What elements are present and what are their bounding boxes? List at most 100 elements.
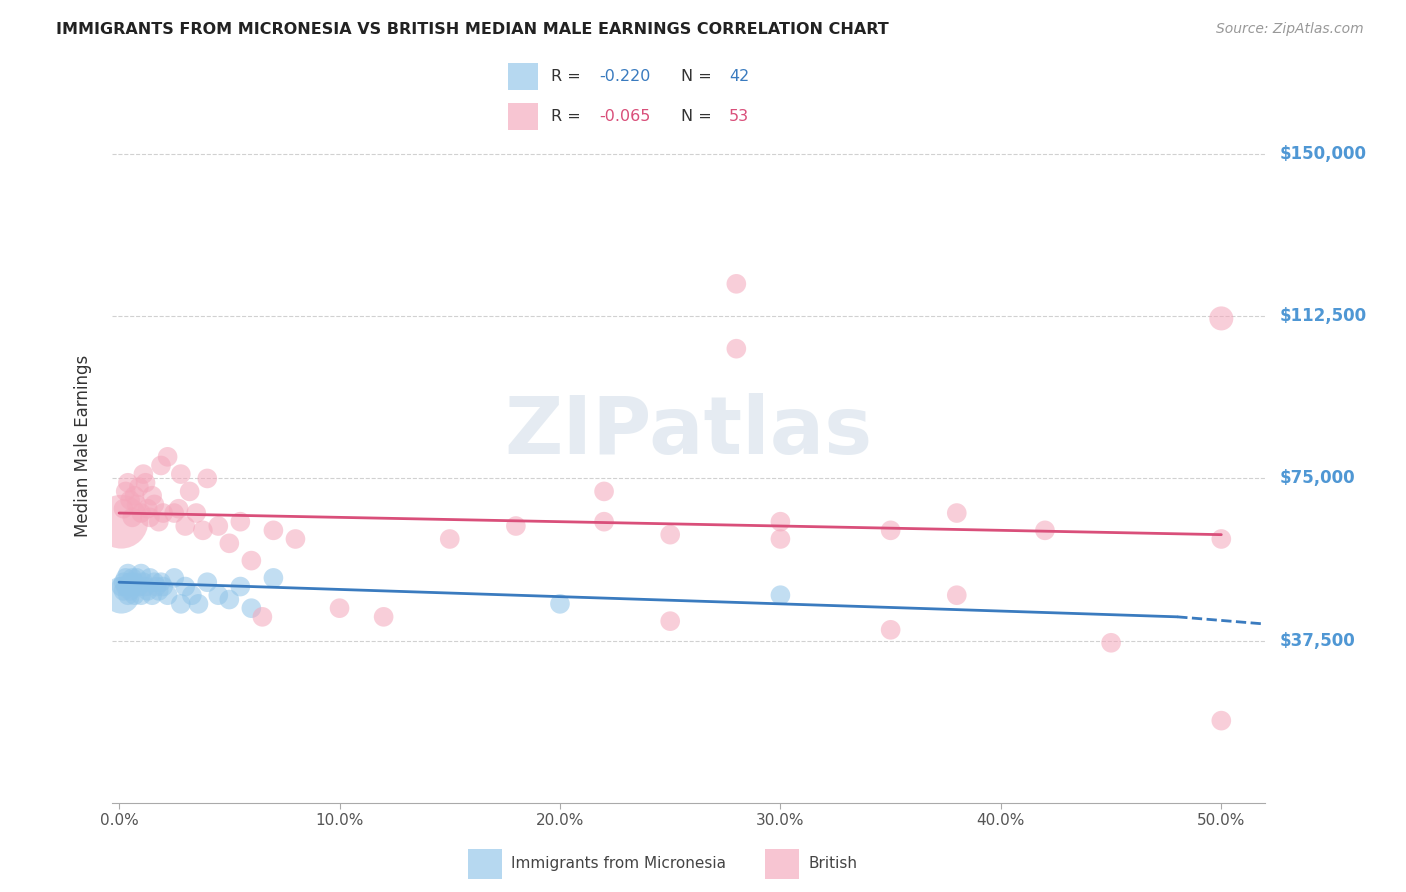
Text: $150,000: $150,000 — [1279, 145, 1367, 163]
Point — [207, 588, 229, 602]
Point — [141, 588, 163, 602]
Point — [284, 532, 307, 546]
Point — [120, 575, 142, 590]
Point — [548, 597, 571, 611]
Point — [186, 506, 208, 520]
Point — [170, 467, 193, 482]
Point — [112, 575, 135, 590]
Point — [179, 484, 201, 499]
Point — [240, 553, 263, 567]
Point — [505, 519, 527, 533]
Point — [149, 458, 172, 473]
Point — [229, 580, 252, 594]
Point — [879, 623, 901, 637]
Point — [769, 588, 792, 602]
Point — [593, 484, 616, 499]
Point — [141, 489, 163, 503]
Bar — [508, 62, 538, 90]
Point — [1099, 636, 1122, 650]
Point — [125, 571, 148, 585]
Point — [229, 515, 252, 529]
Point — [328, 601, 350, 615]
Point — [121, 580, 143, 594]
Point — [129, 506, 152, 520]
Point — [180, 588, 202, 602]
Point — [136, 501, 159, 516]
Text: -0.220: -0.220 — [599, 69, 650, 84]
Point — [218, 592, 240, 607]
Text: $37,500: $37,500 — [1279, 632, 1355, 649]
Y-axis label: Median Male Earnings: Median Male Earnings — [73, 355, 91, 537]
Point — [117, 566, 139, 581]
Point — [174, 519, 197, 533]
Point — [945, 506, 967, 520]
Point — [132, 467, 155, 482]
Point — [148, 583, 170, 598]
Point — [139, 510, 162, 524]
Point — [187, 597, 209, 611]
Point — [439, 532, 461, 546]
Point — [110, 588, 132, 602]
Point — [163, 571, 186, 585]
Point — [114, 484, 136, 499]
Bar — [508, 103, 538, 130]
Point — [124, 588, 146, 602]
Point — [1211, 532, 1233, 546]
Point — [135, 475, 157, 490]
Point — [725, 277, 748, 291]
Text: R =: R = — [551, 109, 585, 124]
Point — [114, 580, 136, 594]
Point — [945, 588, 967, 602]
Point — [121, 510, 143, 524]
Point — [195, 471, 218, 485]
Text: N =: N = — [681, 69, 717, 84]
Point — [262, 571, 284, 585]
Point — [129, 566, 152, 581]
Point — [252, 610, 274, 624]
Point — [139, 571, 162, 585]
Point — [769, 515, 792, 529]
Point — [129, 588, 152, 602]
Point — [191, 524, 214, 538]
Point — [152, 580, 174, 594]
Text: IMMIGRANTS FROM MICRONESIA VS BRITISH MEDIAN MALE EARNINGS CORRELATION CHART: IMMIGRANTS FROM MICRONESIA VS BRITISH ME… — [56, 22, 889, 37]
Text: 42: 42 — [728, 69, 749, 84]
Text: Immigrants from Micronesia: Immigrants from Micronesia — [512, 855, 727, 871]
Point — [218, 536, 240, 550]
Point — [145, 580, 167, 594]
Point — [1211, 311, 1233, 326]
Text: N =: N = — [681, 109, 717, 124]
Point — [240, 601, 263, 615]
Point — [373, 610, 395, 624]
Point — [593, 515, 616, 529]
Point — [124, 489, 146, 503]
Text: Source: ZipAtlas.com: Source: ZipAtlas.com — [1216, 22, 1364, 37]
Point — [136, 583, 159, 598]
Text: R =: R = — [551, 69, 585, 84]
Point — [659, 614, 682, 628]
Point — [174, 580, 197, 594]
Point — [112, 583, 135, 598]
Point — [143, 497, 166, 511]
Text: -0.065: -0.065 — [599, 109, 650, 124]
Point — [143, 575, 166, 590]
Point — [128, 480, 150, 494]
Point — [117, 588, 139, 602]
Point — [152, 506, 174, 520]
Point — [121, 571, 143, 585]
Point — [128, 580, 150, 594]
Point — [659, 527, 682, 541]
Point — [120, 583, 142, 598]
Point — [110, 515, 132, 529]
Text: ZIPatlas: ZIPatlas — [505, 392, 873, 471]
Point — [156, 450, 179, 464]
Text: $75,000: $75,000 — [1279, 469, 1355, 487]
Point — [149, 575, 172, 590]
Text: British: British — [808, 855, 858, 871]
Point — [135, 580, 157, 594]
Text: $112,500: $112,500 — [1279, 307, 1367, 326]
Bar — [765, 849, 799, 879]
Point — [167, 501, 190, 516]
Point — [117, 475, 139, 490]
Point — [148, 515, 170, 529]
